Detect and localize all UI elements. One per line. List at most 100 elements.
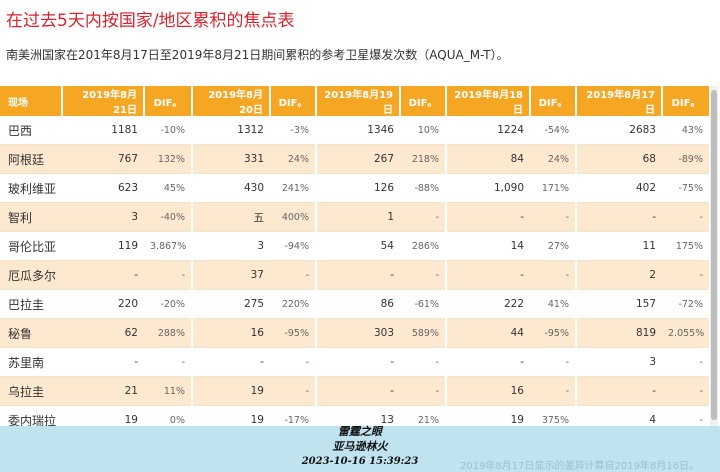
diff-column-header: DIF。 [400,86,447,116]
count-cell: 五 [192,202,270,232]
site-name-cell: 乌拉圭 [0,376,62,406]
table-row: 哥伦比亚 119 3.867% 3 -94% 54 286% 14 27% 11 175% [0,231,711,261]
count-cell: 220 [62,289,144,319]
diff-column-header: DIF。 [144,86,193,116]
count-cell: 3 [576,347,662,377]
count-cell: 3 [192,231,270,261]
count-cell: 62 [62,318,144,348]
count-cell: - [316,376,400,406]
diff-cell: 24% [270,144,317,174]
site-name-cell: 智利 [0,202,62,232]
count-cell: 767 [62,144,144,174]
count-cell: - [446,202,530,232]
count-cell: 267 [316,144,400,174]
diff-cell: 2.055% [662,318,711,348]
count-cell: 275 [192,289,270,319]
diff-cell: 11% [144,376,193,406]
diff-cell: 27% [530,231,577,261]
table-row: 智利 3 -40% 五 400% 1- - - - - [0,202,711,232]
count-cell: 819 [576,318,662,348]
site-name-cell: 玻利维亚 [0,173,62,203]
count-cell: 16 [446,376,530,406]
count-cell: 3 [62,202,144,232]
date-column-header: 2019年8月19日 [316,86,401,116]
diff-cell: - [400,202,447,232]
count-cell: 222 [446,289,530,319]
count-cell: 21 [62,376,144,406]
count-cell: - [62,347,144,377]
diff-cell: -3% [270,116,317,145]
diff-cell: -40% [144,202,193,232]
diff-cell: 220% [270,289,317,319]
watermark-line-2: 亚马逊林火 [332,440,388,453]
count-cell: 1181 [62,116,144,145]
table-row: 苏里南 - - - - - - - -3- [0,347,711,377]
watermark-date: 2023-10-16 15:39:23 [301,456,419,467]
diff-cell: - [144,260,193,290]
diff-cell: - [662,260,711,290]
count-cell: 2 [576,260,662,290]
diff-cell: - [530,202,577,232]
count-cell: - [62,260,144,290]
diff-cell: 288% [144,318,193,348]
diff-cell: -72% [662,289,711,319]
site-name-cell: 秘鲁 [0,318,62,348]
count-cell: 126 [316,173,400,203]
diff-cell: -54% [530,116,577,145]
date-column-header: 2019年8月20日 [192,86,271,116]
diff-cell: - [662,347,711,377]
footer-note: 2019年8月17日显示的差异计算自2019年8月16日。 [460,461,700,472]
count-cell: 1224 [446,116,530,145]
diff-cell: -75% [662,173,711,203]
count-cell: 16 [192,318,270,348]
count-cell: 68 [576,144,662,174]
vertical-scrollbar[interactable] [710,86,718,426]
diff-cell: - [270,260,317,290]
site-name-cell: 巴西 [0,116,62,145]
diff-cell: -95% [270,318,317,348]
count-cell: - [446,347,530,377]
diff-cell: 400% [270,202,317,232]
diff-cell: - [144,347,193,377]
diff-cell: 175% [662,231,711,261]
table-header-row: 现场 2019年8月21日 DIF。 2019年8月20日 DIF。 2019年8月19日… [0,86,711,116]
focus-table: 现场 2019年8月21日 DIF。 2019年8月20日 DIF。 2019年8月19日… [0,86,711,435]
scrollbar-thumb[interactable] [711,90,717,420]
count-cell: 1 [316,202,400,232]
diff-cell: 43% [662,116,711,145]
focus-table-container: 现场 2019年8月21日 DIF。 2019年8月20日 DIF。 2019年8月19日… [0,86,720,435]
diff-cell: - [400,260,447,290]
count-cell: 1312 [192,116,270,145]
diff-cell: 171% [530,173,577,203]
date-column-header: 2019年8月17日 [576,86,663,116]
count-cell: 1,090 [446,173,530,203]
diff-cell: 218% [400,144,447,174]
count-cell: 54 [316,231,400,261]
diff-cell: 24% [530,144,577,174]
diff-column-header: DIF。 [270,86,317,116]
count-cell: 2683 [576,116,662,145]
table-row: 巴拉圭 220 -20% 275 220% 86 -61% 222 41% 157 -72% [0,289,711,319]
subtitle: 南美洲国家在201年8月17日至2019年8月21日期间累积的参考卫星爆发次数（… [6,48,509,62]
diff-cell: -89% [662,144,711,174]
count-cell: 331 [192,144,270,174]
diff-column-header: DIF。 [530,86,577,116]
table-row: 巴西 1181 -10% 1312 -3% 1346 10% 1224 -54% 2683 43% [0,116,711,145]
table-row: 乌拉圭 21 11% 19- - -16- - - [0,376,711,406]
diff-cell: - [400,376,447,406]
site-name-cell: 苏里南 [0,347,62,377]
diff-cell: - [530,347,577,377]
diff-cell: 589% [400,318,447,348]
date-column-header: 2019年8月18日 [446,86,531,116]
diff-cell: 241% [270,173,317,203]
count-cell: - [316,347,400,377]
count-cell: 119 [62,231,144,261]
count-cell: - [576,202,662,232]
site-name-cell: 厄瓜多尔 [0,260,62,290]
diff-cell: - [662,202,711,232]
diff-cell: 10% [400,116,447,145]
diff-cell: - [530,260,577,290]
table-row: 阿根廷 767 132% 331 24% 267 218% 84 24% 68 -89% [0,144,711,174]
diff-column-header: DIF。 [662,86,711,116]
table-row: 秘鲁 62 288% 16 -95% 303 589% 44 -95% 819 2.055% [0,318,711,348]
